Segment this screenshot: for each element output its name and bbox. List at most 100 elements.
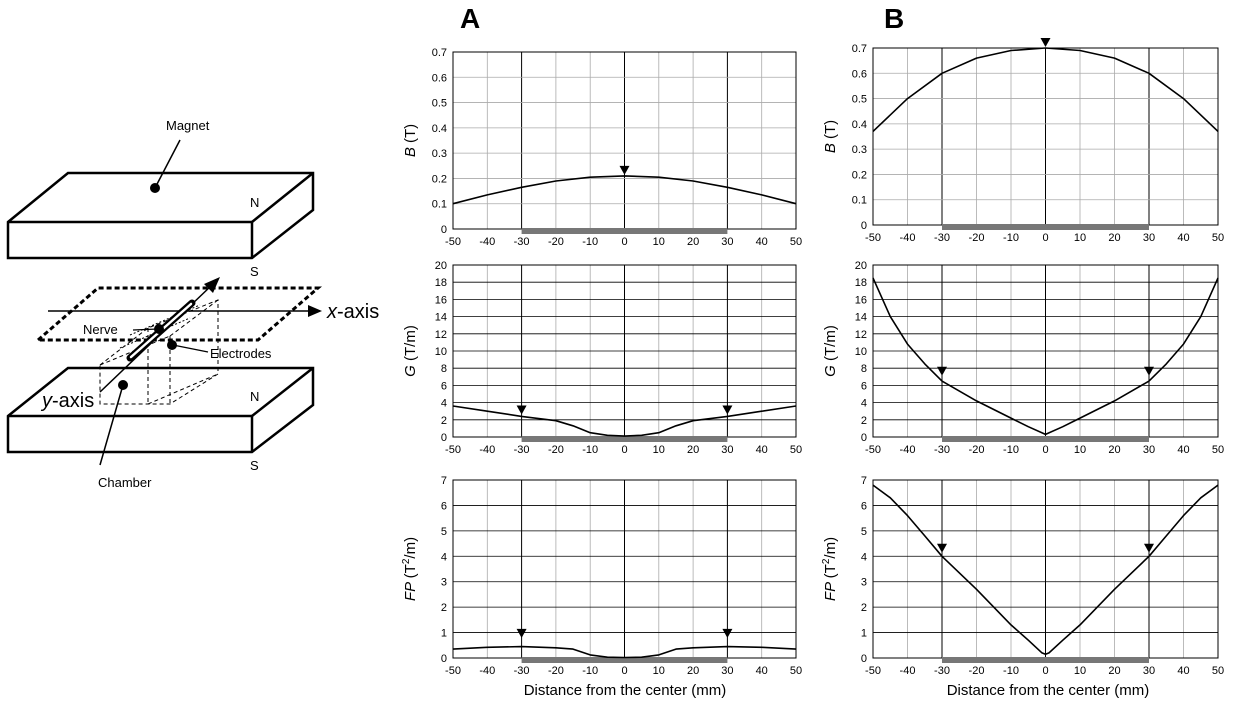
magnet-dot xyxy=(150,183,160,193)
x-tick-label: 30 xyxy=(1143,444,1155,456)
bottom-south-label: S xyxy=(250,458,259,473)
y-tick-label: 7 xyxy=(441,475,447,487)
x-tick-label: -30 xyxy=(934,232,950,244)
y-tick-label: 20 xyxy=(435,260,447,272)
y-tick-label: 18 xyxy=(435,277,447,289)
y-tick-label: 0 xyxy=(861,220,867,232)
y-tick-label: 5 xyxy=(441,526,447,538)
y-tick-label: 0.6 xyxy=(432,72,447,84)
x-tick-label: -30 xyxy=(934,444,950,456)
x-tick-label: -40 xyxy=(479,444,495,456)
x-tick-label: -20 xyxy=(548,665,564,677)
x-tick-label: 50 xyxy=(790,444,802,456)
y-tick-label: 6 xyxy=(441,500,447,512)
y-tick-label: 16 xyxy=(435,294,447,306)
y-tick-label: 0 xyxy=(441,432,447,444)
region-bar xyxy=(521,228,728,234)
y-tick-label: 12 xyxy=(435,329,447,341)
y-axis-title: B (T) xyxy=(402,124,419,157)
y-axis-title: G (T/m) xyxy=(822,325,839,377)
x-tick-label: 40 xyxy=(1177,232,1189,244)
nerve-label: Nerve xyxy=(83,322,118,337)
marker-triangle xyxy=(1144,543,1154,553)
x-tick-label: -40 xyxy=(479,665,495,677)
x-tick-label: -50 xyxy=(865,232,881,244)
y-axis-unit: (T xyxy=(822,564,839,578)
y-tick-label: 0.1 xyxy=(432,199,447,211)
y-tick-label: 14 xyxy=(855,312,867,324)
y-tick-label: 0.2 xyxy=(432,173,447,185)
x-tick-label: 50 xyxy=(790,236,802,248)
x-tick-label: 10 xyxy=(653,665,665,677)
y-axis-variable: B xyxy=(402,143,419,157)
x-tick-label: 40 xyxy=(756,665,768,677)
y-tick-label: 12 xyxy=(855,329,867,341)
y-tick-label: 0 xyxy=(861,432,867,444)
region-bar xyxy=(521,657,728,663)
x-tick-label: 20 xyxy=(1108,665,1120,677)
x-tick-label: -40 xyxy=(900,232,916,244)
y-tick-label: 0.7 xyxy=(852,43,867,55)
series-line xyxy=(872,484,1219,655)
x-tick-label: 20 xyxy=(687,665,699,677)
x-tick-label: -20 xyxy=(548,236,564,248)
y-tick-label: 10 xyxy=(435,346,447,358)
region-bar xyxy=(521,436,728,442)
x-tick-label: -50 xyxy=(445,665,461,677)
x-tick-label: 30 xyxy=(1143,232,1155,244)
magnet-label: Magnet xyxy=(166,118,210,133)
x-tick-label: -50 xyxy=(445,236,461,248)
nerve-dot xyxy=(154,324,164,334)
bottom-magnet xyxy=(6,366,315,454)
x-tick-label: -50 xyxy=(445,444,461,456)
marker-triangle xyxy=(1144,366,1154,376)
x-tick-label: -40 xyxy=(900,444,916,456)
y-tick-label: 0.3 xyxy=(432,148,447,160)
x-tick-label: 0 xyxy=(621,236,627,248)
x-tick-label: -10 xyxy=(582,665,598,677)
y-axis-unit: (T/m) xyxy=(402,325,419,361)
y-tick-label: 5 xyxy=(861,526,867,538)
x-tick-label: 10 xyxy=(653,236,665,248)
x-tick-label: -40 xyxy=(900,665,916,677)
x-tick-label: -20 xyxy=(969,232,985,244)
measurement-plane xyxy=(33,286,323,342)
x-tick-label: 40 xyxy=(756,444,768,456)
y-tick-label: 14 xyxy=(435,312,447,324)
y-tick-label: 18 xyxy=(855,277,867,289)
y-tick-label: 0.3 xyxy=(852,144,867,156)
x-tick-label: 30 xyxy=(1143,665,1155,677)
marker-triangle xyxy=(937,366,947,376)
y-tick-label: 0.5 xyxy=(852,94,867,106)
x-tick-label: -10 xyxy=(1003,232,1019,244)
marker-triangle xyxy=(722,628,733,638)
y-axis-variable: FP xyxy=(402,578,419,601)
x-tick-label: 10 xyxy=(1074,665,1086,677)
y-axis-unit-superscript: 2 xyxy=(401,558,412,564)
y-tick-label: 20 xyxy=(855,260,867,272)
chart-a-b: 0 0.1 0.2 0.3 0.4 0.5 0.6 0.7 -50 -40 -30 -20 -10 0 10… xyxy=(402,47,802,248)
x-tick-label: 50 xyxy=(1212,665,1224,677)
x-tick-label: 40 xyxy=(1177,665,1189,677)
y-tick-label: 2 xyxy=(861,415,867,427)
x-tick-label: -10 xyxy=(1003,665,1019,677)
y-tick-label: 0 xyxy=(861,653,867,665)
y-axis-title: FP (T2/m) xyxy=(821,537,839,601)
y-tick-label: 8 xyxy=(861,363,867,375)
x-tick-label: 30 xyxy=(721,236,733,248)
x-axis-label: x-axis xyxy=(326,301,379,323)
x-axis-title-a: Distance from the center (mm) xyxy=(524,682,727,699)
y-tick-label: 6 xyxy=(861,380,867,392)
y-tick-label: 0.5 xyxy=(432,98,447,110)
chart-a-g: 0 2 4 6 8 10 12 14 16 18 20 -50 -40 -30 -20 -10 0 10 20 30 4… xyxy=(402,260,802,456)
top-south-label: S xyxy=(250,264,259,279)
y-axis-variable: FP xyxy=(822,578,839,601)
x-tick-label: -10 xyxy=(1003,444,1019,456)
y-axis-variable: G xyxy=(402,361,419,377)
x-tick-label: -20 xyxy=(548,444,564,456)
x-tick-label: 20 xyxy=(687,236,699,248)
magnet-diagram xyxy=(6,139,323,466)
chart-b-g: 0 2 4 6 8 10 12 14 16 18 20 -50 -40 -30 -20 -10 0 10 20 30 4… xyxy=(822,260,1224,456)
